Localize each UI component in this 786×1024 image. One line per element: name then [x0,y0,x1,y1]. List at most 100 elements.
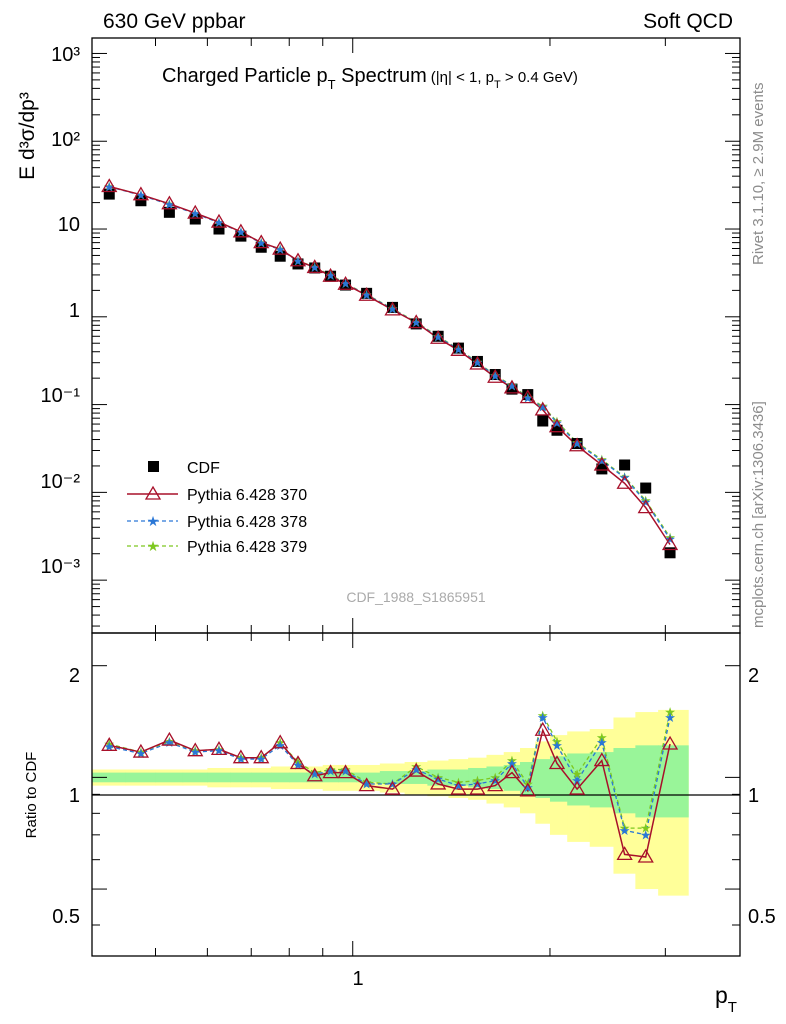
ratio-point-378: ★ [189,746,201,761]
ratio-point-378: ★ [453,779,465,794]
ratio-ytick-label: 1 [69,785,80,807]
mc-point-379: ★ [325,268,337,283]
cdf-data-point [235,230,247,242]
rivet-label: Rivet 3.1.10, ≥ 2.9M events [750,83,767,266]
mc-point-378: ★ [596,454,608,469]
mc-point-379: ★ [453,342,465,357]
mc-point-370 [637,499,654,514]
mc-point-378: ★ [135,189,147,204]
stat-band-bin [306,772,324,783]
stat-band-bin [468,767,488,788]
mc-point-379: ★ [213,216,225,231]
ratio-point-378: ★ [664,711,676,726]
mc-point-370 [503,379,521,394]
main-y-tick-labels: 10⁻³ 10⁻² 10⁻¹ 1 10 10² 10³ [41,44,81,578]
legend-label: Pythia 6.428 379 [187,539,307,556]
ratio-point-378: ★ [472,777,484,792]
cdf-data-point [640,482,652,494]
cdf-data-point [596,463,608,475]
mc-point-378: ★ [489,369,501,384]
ratio-point-379: ★ [309,766,321,781]
analysis-watermark: CDF_1988_S1865951 [346,589,486,605]
mc-point-379: ★ [164,198,176,213]
stat-band-bin [613,748,636,814]
ratio-point-379: ★ [506,754,518,769]
legend-marker-378: ★ [147,514,160,530]
ratio-point-378: ★ [135,747,147,762]
cdf-data-point [189,213,201,225]
ratio-point-370 [187,742,204,757]
y-axis-label-main: E d³σ/dp³ [16,92,39,180]
mc-point-379: ★ [189,207,201,222]
stat-band-bin [207,772,231,783]
cdf-data-point [432,330,444,342]
stat-band-bin [289,772,308,783]
ratio-point-379: ★ [235,751,247,766]
header-left: 630 GeV ppbar [103,10,245,33]
mcplots-label: mcplots.cern.ch [arXiv:1306.3436] [750,401,767,628]
ratio-point-370 [548,755,566,770]
ratio-point-379: ★ [387,777,399,792]
cdf-data-point [213,223,225,235]
ytick-label: 1 [69,300,80,322]
mc-point-379: ★ [522,391,534,406]
ratio-point-378: ★ [164,736,176,751]
mc-point-379: ★ [274,243,286,258]
mc-point-378: ★ [619,471,631,486]
ratio-point-379: ★ [340,763,352,778]
ratio-point-378: ★ [596,736,608,751]
mc-point-378: ★ [453,343,465,358]
legend: CDF Pythia 6.428 370 ★ Pythia 6.428 378 … [127,460,307,556]
mc-point-379: ★ [472,356,484,371]
ratio-point-378: ★ [255,753,267,768]
ratio-point-379: ★ [361,776,373,791]
mc-point-370 [337,275,354,290]
title-cut-a: (|η| < 1, p [431,69,494,86]
mc-point-378: ★ [472,356,484,371]
plot-title: Charged Particle pT Spectrum (|η| < 1, pT… [162,65,578,92]
ratio-point-379: ★ [571,768,583,783]
ratio-point-378: ★ [551,739,563,754]
ratio-point-378: ★ [213,744,225,759]
ratio-point-379: ★ [135,746,147,761]
mc-point-378: ★ [292,255,304,270]
mc-point-378: ★ [551,416,563,431]
cdf-data-point [471,355,483,367]
cdf-data-point [292,258,304,270]
mc-point-370 [132,186,150,201]
mc-point-379: ★ [103,180,115,195]
mc-point-370 [322,267,339,282]
ratio-point-379: ★ [274,736,286,751]
cdf-data-point [135,195,147,207]
data-series: ★ ★ ★ ★ ★ ★ ★ ★ ★ ★ ★ ★ ★ ★ ★ ★ ★ ★ ★ ★ ★ ★ ★ ★ ★ ★ ★ ★ ★ ★ ★ ★ ★ ★ ★ ★ ★ ★ ★ ★… [101,178,679,863]
cdf-data-point [340,279,352,291]
ratio-point-370 [429,775,447,790]
stat-band-bin [182,772,208,783]
ratio-point-379: ★ [164,735,176,750]
ratio-point-379: ★ [619,822,631,837]
ytick-label: 10⁻² [41,471,81,493]
stat-band-bin [230,772,252,783]
stat-band-bin [92,772,127,783]
y-axis-label-ratio: Ratio to CDF [23,752,40,839]
ratio-point-370 [132,743,150,758]
ytick-label: 10² [51,129,80,151]
mc-point-370 [469,355,486,370]
legend-label: CDF [187,460,220,477]
mc-point-379: ★ [506,379,518,394]
axis-ticks [91,38,740,956]
cdf-data-point [325,270,337,282]
stat-band-bin [125,772,157,783]
mc-point-370 [487,368,504,383]
x-axis-label-main: p [715,982,728,1008]
mc-point-379: ★ [340,277,352,292]
mc-point-378: ★ [340,277,352,292]
mc-point-379: ★ [551,415,563,430]
cdf-data-point [664,547,676,559]
ratio-point-370 [637,848,654,863]
ratio-point-370 [210,741,228,755]
ratio-point-379: ★ [432,771,444,786]
mc-point-379: ★ [235,225,247,240]
ratio-line-378 [109,715,671,836]
mc-point-378: ★ [410,316,422,331]
